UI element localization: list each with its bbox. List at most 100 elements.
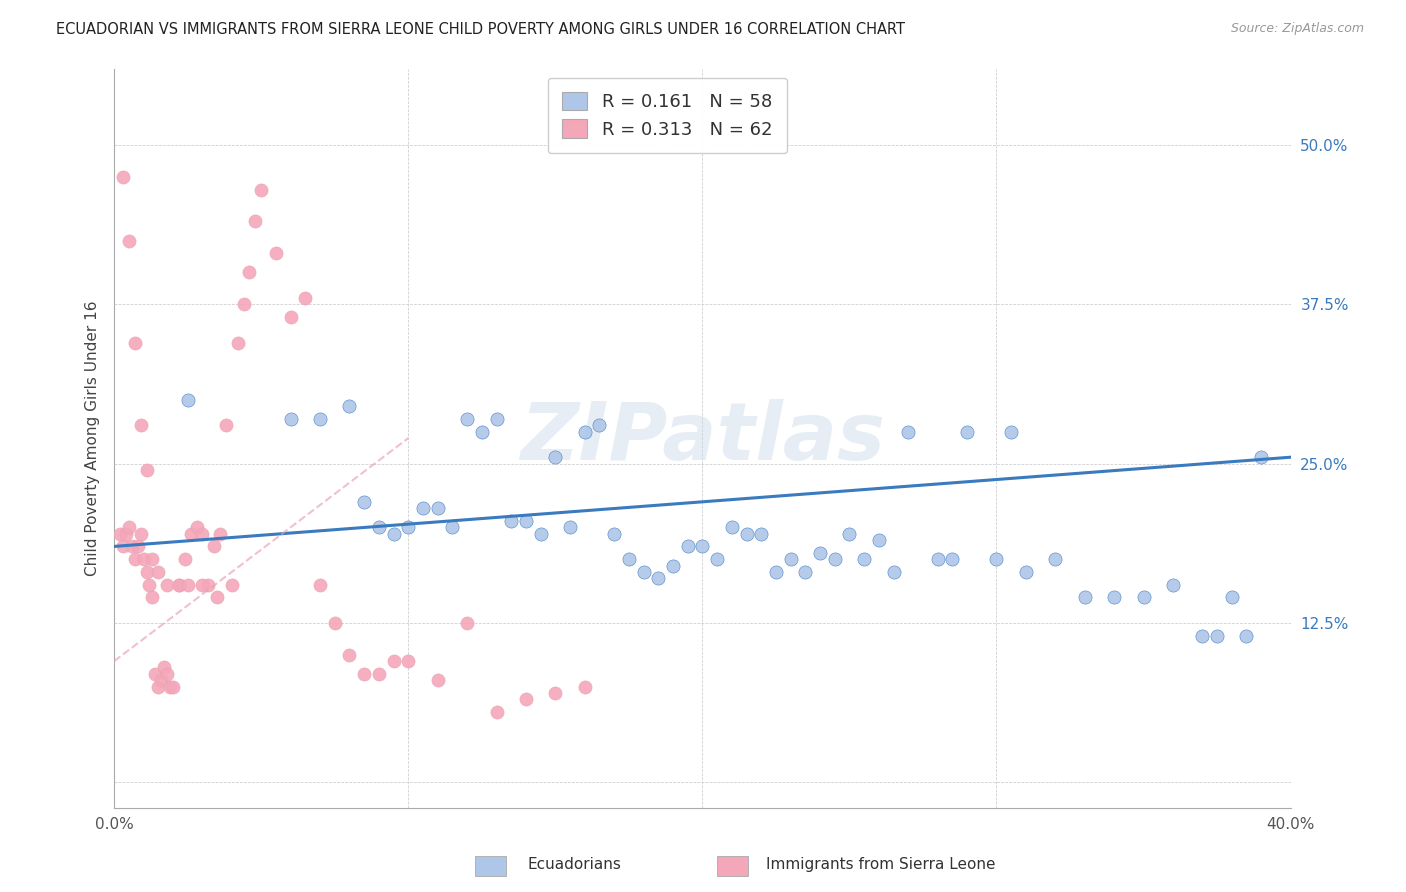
Point: [115, 526, 138, 541]
Point: [353, 495, 375, 509]
Point: [135, 463, 157, 477]
Point: [986, 552, 1008, 566]
Point: [177, 577, 200, 591]
Point: [124, 552, 146, 566]
Point: [883, 565, 905, 579]
Point: [706, 552, 728, 566]
Point: [868, 533, 890, 547]
Point: [127, 540, 149, 554]
Point: [544, 686, 567, 700]
Point: [173, 552, 195, 566]
Point: [396, 654, 419, 668]
Point: [280, 310, 302, 324]
Point: [824, 552, 846, 566]
Point: [367, 520, 389, 534]
Point: [456, 615, 478, 630]
Point: [471, 425, 494, 439]
Point: [1191, 629, 1213, 643]
Point: [118, 520, 141, 534]
Point: [111, 540, 134, 554]
Point: [132, 552, 155, 566]
Point: [250, 183, 273, 197]
Point: [927, 552, 949, 566]
Point: [141, 552, 163, 566]
Point: [603, 526, 626, 541]
Point: [238, 265, 260, 279]
Point: [111, 169, 134, 184]
Point: [426, 673, 449, 688]
Point: [209, 526, 232, 541]
Point: [544, 450, 567, 465]
Point: [205, 591, 228, 605]
Point: [749, 526, 772, 541]
Point: [692, 540, 714, 554]
Point: [167, 577, 190, 591]
Y-axis label: Child Poverty Among Girls Under 16: Child Poverty Among Girls Under 16: [86, 301, 100, 576]
Point: [617, 552, 640, 566]
Point: [853, 552, 876, 566]
Point: [574, 680, 596, 694]
Point: [153, 660, 176, 674]
Point: [588, 418, 610, 433]
Point: [1073, 591, 1095, 605]
Point: [202, 540, 225, 554]
Point: [177, 392, 200, 407]
Point: [501, 514, 523, 528]
Point: [530, 526, 553, 541]
Point: [124, 335, 146, 350]
Point: [180, 526, 202, 541]
Point: [662, 558, 685, 573]
Text: Source: ZipAtlas.com: Source: ZipAtlas.com: [1230, 22, 1364, 36]
Point: [720, 520, 742, 534]
Legend: R = 0.161   N = 58, R = 0.313   N = 62: R = 0.161 N = 58, R = 0.313 N = 62: [547, 78, 786, 153]
Point: [558, 520, 581, 534]
Point: [1236, 629, 1258, 643]
Point: [191, 577, 214, 591]
Point: [309, 577, 332, 591]
Point: [197, 577, 219, 591]
Point: [129, 526, 152, 541]
Point: [456, 412, 478, 426]
Point: [676, 540, 699, 554]
Point: [956, 425, 979, 439]
Point: [647, 571, 669, 585]
Point: [515, 692, 537, 706]
Point: [367, 666, 389, 681]
Point: [138, 577, 160, 591]
Point: [441, 520, 464, 534]
Point: [226, 335, 249, 350]
Point: [1206, 629, 1229, 643]
Point: [135, 565, 157, 579]
Point: [145, 666, 167, 681]
Point: [121, 540, 143, 554]
Point: [129, 418, 152, 433]
Point: [264, 246, 287, 260]
Point: [141, 591, 163, 605]
Point: [1132, 591, 1154, 605]
Point: [221, 577, 243, 591]
Point: [412, 501, 434, 516]
Point: [1161, 577, 1184, 591]
Point: [574, 425, 596, 439]
Point: [485, 705, 508, 719]
Point: [1045, 552, 1067, 566]
Point: [150, 673, 173, 688]
Point: [156, 666, 179, 681]
Point: [1000, 425, 1022, 439]
Text: ZIPatlas: ZIPatlas: [520, 399, 884, 477]
Point: [765, 565, 787, 579]
Point: [808, 546, 831, 560]
Text: Ecuadorians: Ecuadorians: [527, 857, 621, 872]
Point: [382, 526, 405, 541]
Point: [294, 291, 316, 305]
Point: [779, 552, 801, 566]
Point: [167, 577, 190, 591]
Text: Immigrants from Sierra Leone: Immigrants from Sierra Leone: [766, 857, 995, 872]
Point: [382, 654, 405, 668]
Point: [396, 520, 419, 534]
Point: [309, 412, 332, 426]
Point: [280, 412, 302, 426]
Point: [232, 297, 254, 311]
Text: ECUADORIAN VS IMMIGRANTS FROM SIERRA LEONE CHILD POVERTY AMONG GIRLS UNDER 16 CO: ECUADORIAN VS IMMIGRANTS FROM SIERRA LEO…: [56, 22, 905, 37]
Point: [159, 680, 181, 694]
